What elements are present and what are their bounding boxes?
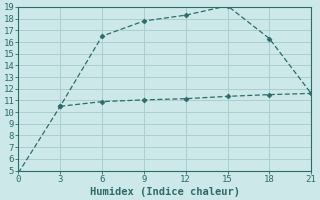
X-axis label: Humidex (Indice chaleur): Humidex (Indice chaleur) <box>90 186 240 197</box>
